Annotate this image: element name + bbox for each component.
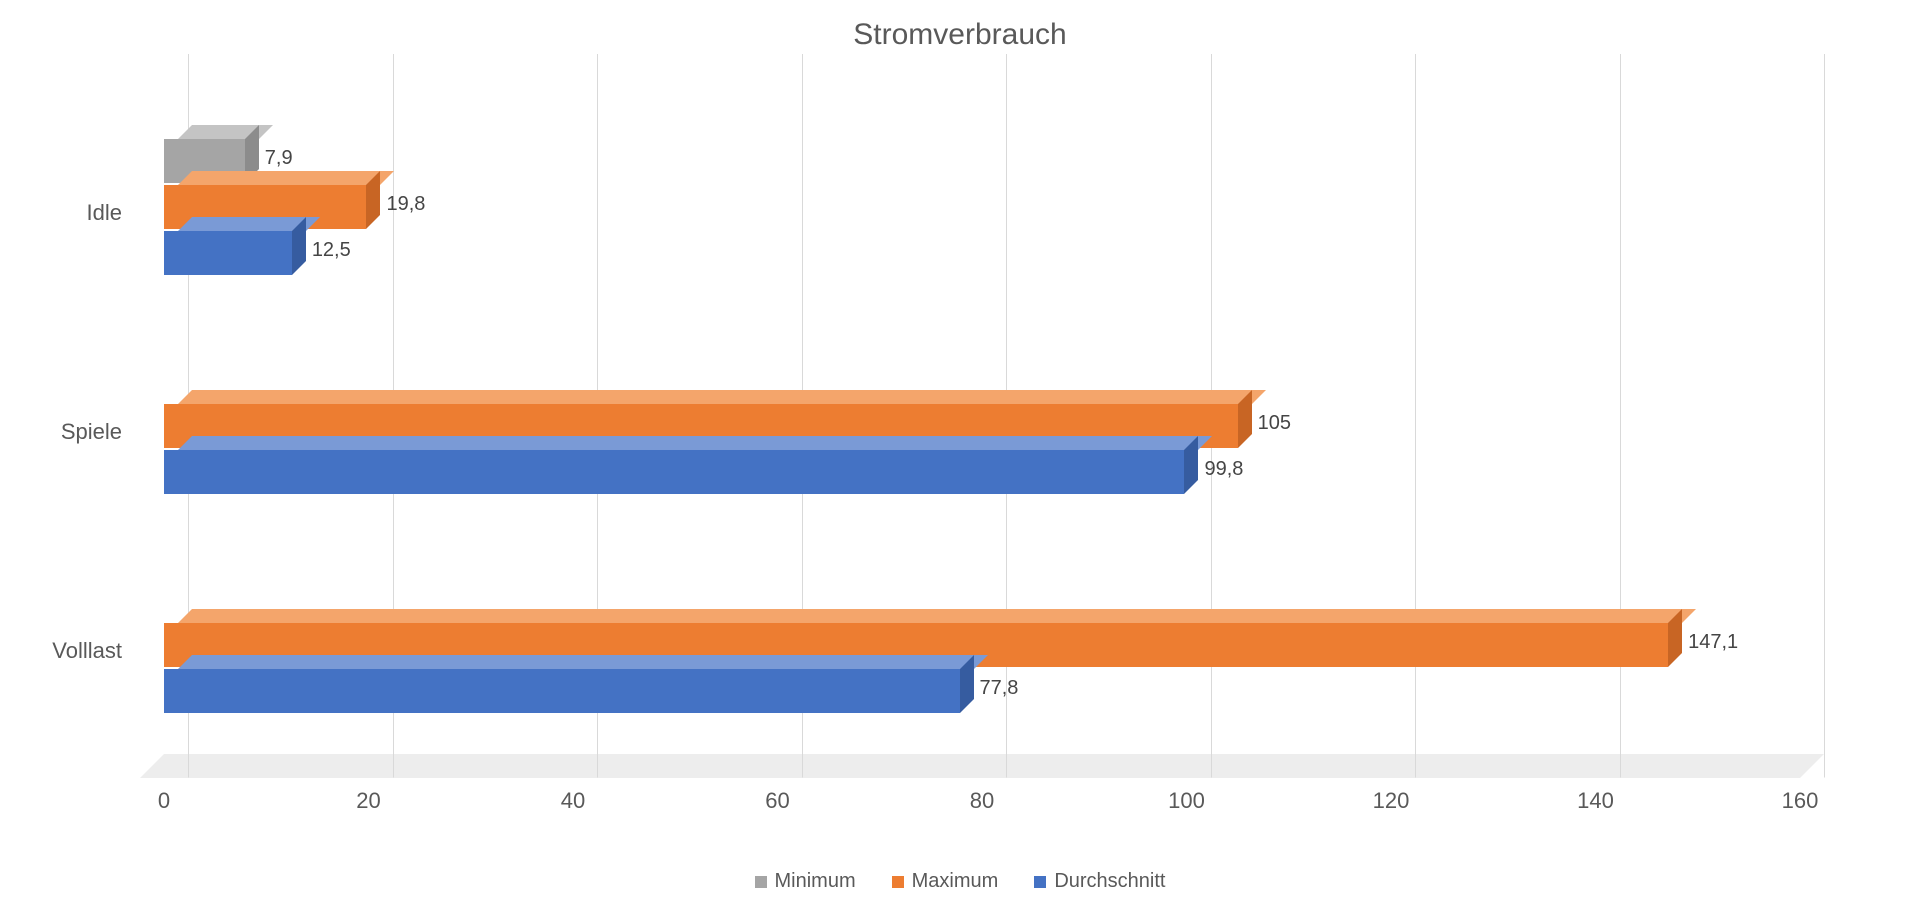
x-tick-label: 20 xyxy=(356,788,380,814)
legend-label: Minimum xyxy=(775,870,856,893)
legend: Minimum Maximum Durchschnitt xyxy=(0,870,1920,893)
x-tick-label: 140 xyxy=(1577,788,1614,814)
value-label: 12,5 xyxy=(312,239,351,262)
legend-swatch xyxy=(892,876,904,888)
legend-swatch xyxy=(755,876,767,888)
x-tick-label: 60 xyxy=(765,788,789,814)
x-tick-label: 0 xyxy=(158,788,170,814)
value-label: 19,8 xyxy=(386,193,425,216)
plot-area: 020406080100120140160Volllast147,177,8Sp… xyxy=(140,78,1840,778)
value-label: 99,8 xyxy=(1204,458,1243,481)
legend-label: Durchschnitt xyxy=(1054,870,1165,893)
x-tick-label: 120 xyxy=(1373,788,1410,814)
bar-spiele-durchschnitt: 99,8 xyxy=(164,450,1184,494)
legend-item-maximum: Maximum xyxy=(892,870,999,893)
value-label: 77,8 xyxy=(980,677,1019,700)
legend-item-minimum: Minimum xyxy=(755,870,856,893)
x-tick-label: 80 xyxy=(970,788,994,814)
value-label: 147,1 xyxy=(1688,631,1738,654)
value-label: 105 xyxy=(1258,412,1291,435)
legend-item-durchschnitt: Durchschnitt xyxy=(1034,870,1165,893)
legend-label: Maximum xyxy=(912,870,999,893)
x-tick-label: 100 xyxy=(1168,788,1205,814)
bar-volllast-durchschnitt: 77,8 xyxy=(164,669,960,713)
x-tick-label: 40 xyxy=(561,788,585,814)
chart-title: Stromverbrauch xyxy=(0,18,1920,52)
power-consumption-chart: Stromverbrauch 0 20 40 60 80 100 120 140 160 Voll… xyxy=(0,0,1920,910)
category-label: Spiele xyxy=(2,419,122,445)
value-label: 7,9 xyxy=(265,147,293,170)
x-tick-label: 160 xyxy=(1782,788,1819,814)
category-label: Volllast xyxy=(2,638,122,664)
legend-swatch xyxy=(1034,876,1046,888)
bar-idle-durchschnitt: 12,5 xyxy=(164,231,292,275)
category-label: Idle xyxy=(2,200,122,226)
